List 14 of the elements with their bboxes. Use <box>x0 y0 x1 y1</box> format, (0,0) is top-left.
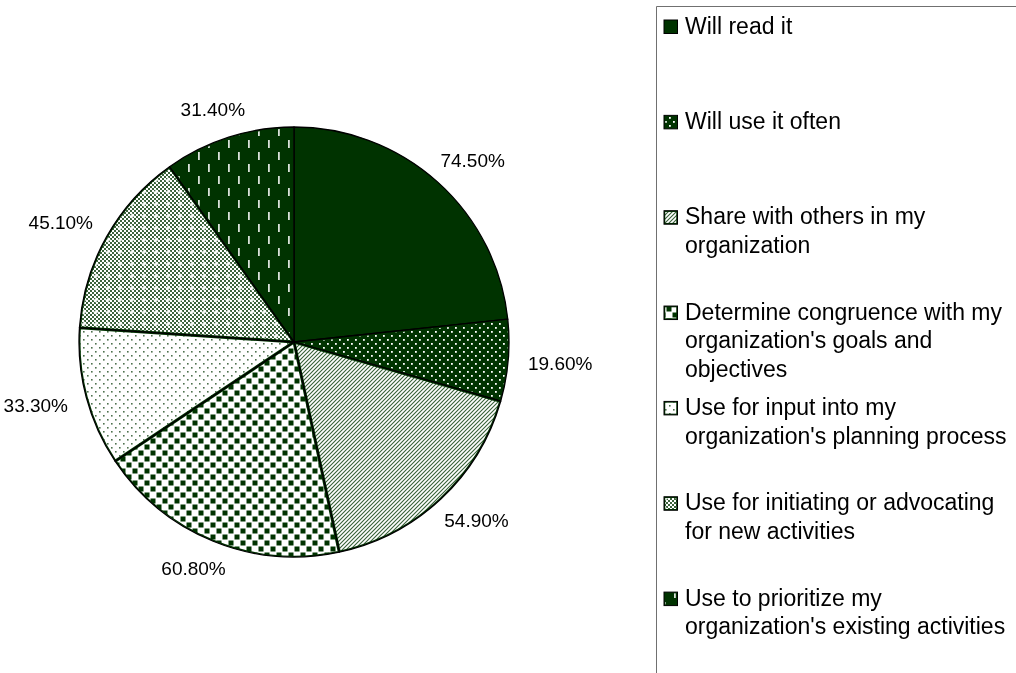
data-label: 19.60% <box>527 352 593 374</box>
data-label: 45.10% <box>28 212 94 234</box>
data-label: 60.80% <box>161 558 226 580</box>
data-label: 74.50% <box>440 149 505 171</box>
legend-label: Will read it <box>685 12 793 39</box>
data-label: 54.90% <box>444 510 509 532</box>
data-label: 31.40% <box>180 98 246 120</box>
legend-label: Will use it often <box>685 107 841 134</box>
legend-label: Use for initiating or advocating for new activities <box>685 489 995 544</box>
legend-label: Use to prioritize my organization's existing activities <box>685 584 1006 640</box>
data-label: 33.30% <box>3 394 69 416</box>
legend-label: Use for input into my organization's planning process <box>685 393 1007 449</box>
legend-label: Determine congruence with my organization's goals and objectives <box>685 298 1003 382</box>
legend-label: Share with others in my organization <box>685 203 926 258</box>
